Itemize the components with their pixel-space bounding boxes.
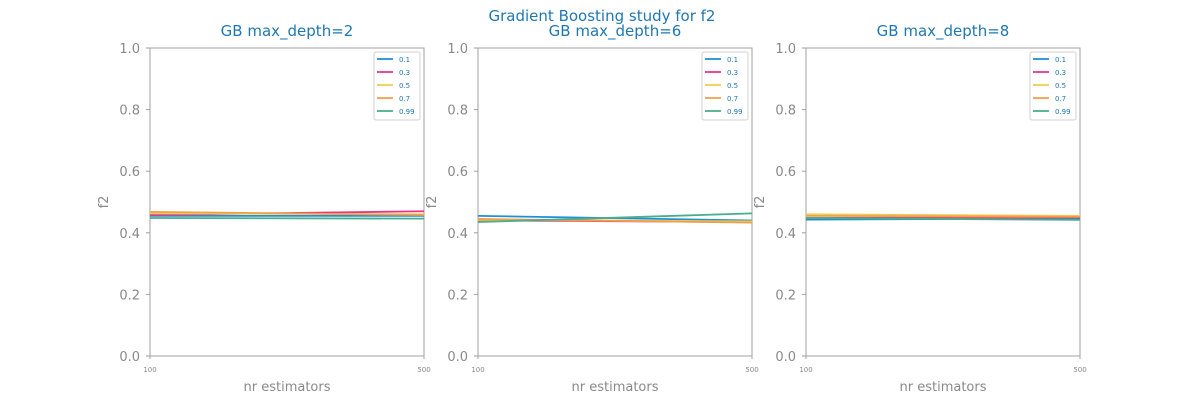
- y-axis-label: f2: [425, 196, 440, 209]
- y-tick-label: 0.8: [775, 104, 796, 119]
- y-tick-label: 0.6: [447, 165, 468, 180]
- legend-box: [701, 51, 749, 121]
- legend-box: [1029, 51, 1077, 121]
- legend-box: [373, 51, 421, 121]
- plot-area-frame: [805, 47, 1081, 357]
- series-line-0.7: [149, 210, 425, 216]
- legend: 0.1 0.3 0.5 0.7 0.99: [373, 51, 421, 121]
- chart-panel-3: GB max_depth=8 0.0 0.2 0.4 0.6 0.8 1.0 100 500 nr…: [753, 22, 1087, 395]
- y-tick-label: 0.0: [119, 350, 140, 365]
- x-tick-label: 100: [143, 366, 156, 374]
- y-tick-label: 0.4: [775, 227, 796, 242]
- y-tick-label: 0.2: [447, 288, 468, 303]
- legend-label: 0.7: [399, 95, 410, 103]
- legend-label: 0.3: [727, 69, 738, 77]
- legend: 0.1 0.3 0.5 0.7 0.99: [701, 51, 749, 121]
- legend-label: 0.5: [399, 82, 410, 90]
- legend-label: 0.99: [1055, 108, 1071, 116]
- chart-title: GB max_depth=8: [877, 22, 1010, 41]
- y-tick-label: 0.8: [447, 104, 468, 119]
- y-tick-label: 0.2: [119, 288, 140, 303]
- legend-label: 0.3: [1055, 69, 1066, 77]
- legend-label: 0.3: [399, 69, 410, 77]
- chart-panel-2: GB max_depth=6 0.0 0.2 0.4 0.6 0.8 1.0 100 500 nr…: [425, 22, 759, 395]
- y-tick-label: 1.0: [119, 42, 140, 57]
- y-tick-label: 0.6: [119, 165, 140, 180]
- plot-area-frame: [149, 47, 425, 357]
- y-tick-label: 0.0: [775, 350, 796, 365]
- y-axis-label: f2: [97, 196, 112, 209]
- legend-label: 0.5: [727, 82, 738, 90]
- series-line-0.99: [149, 217, 425, 220]
- series-line-0.5: [805, 213, 1081, 217]
- y-tick-label: 0.2: [775, 288, 796, 303]
- y-tick-label: 0.6: [775, 165, 796, 180]
- y-tick-label: 0.4: [447, 227, 468, 242]
- x-tick-label: 500: [1073, 366, 1086, 374]
- legend-label: 0.99: [727, 108, 743, 116]
- x-tick-label: 100: [471, 366, 484, 374]
- y-tick-label: 0.0: [447, 350, 468, 365]
- x-tick-label: 100: [799, 366, 812, 374]
- legend-label: 0.7: [727, 95, 738, 103]
- plot-area-frame: [477, 47, 753, 357]
- x-axis-label: nr estimators: [244, 380, 331, 395]
- x-tick-label: 500: [745, 366, 758, 374]
- legend-label: 0.99: [399, 108, 415, 116]
- x-tick-label: 500: [417, 366, 430, 374]
- y-tick-label: 0.8: [119, 104, 140, 119]
- legend-label: 0.7: [1055, 95, 1066, 103]
- figure-title: Gradient Boosting study for f2: [489, 7, 716, 25]
- chart-panel-1: GB max_depth=2 0.0 0.2 0.4 0.6 0.8 1.0 100 500 nr…: [97, 22, 431, 395]
- legend-label: 0.5: [1055, 82, 1066, 90]
- y-tick-label: 1.0: [447, 42, 468, 57]
- legend: 0.1 0.3 0.5 0.7 0.99: [1029, 51, 1077, 121]
- y-axis-label: f2: [753, 196, 768, 209]
- series-line-0.99: [477, 212, 753, 223]
- x-axis-label: nr estimators: [572, 380, 659, 395]
- series-line-0.99: [805, 217, 1081, 221]
- series-line-0.7: [805, 214, 1081, 218]
- series-line-0.7: [477, 218, 753, 224]
- legend-label: 0.1: [1055, 56, 1066, 64]
- chart-title: GB max_depth=2: [221, 22, 354, 41]
- y-tick-label: 0.4: [119, 227, 140, 242]
- chart-title: GB max_depth=6: [549, 22, 682, 41]
- y-tick-label: 1.0: [775, 42, 796, 57]
- legend-label: 0.1: [727, 56, 738, 64]
- legend-label: 0.1: [399, 56, 410, 64]
- x-axis-label: nr estimators: [900, 380, 987, 395]
